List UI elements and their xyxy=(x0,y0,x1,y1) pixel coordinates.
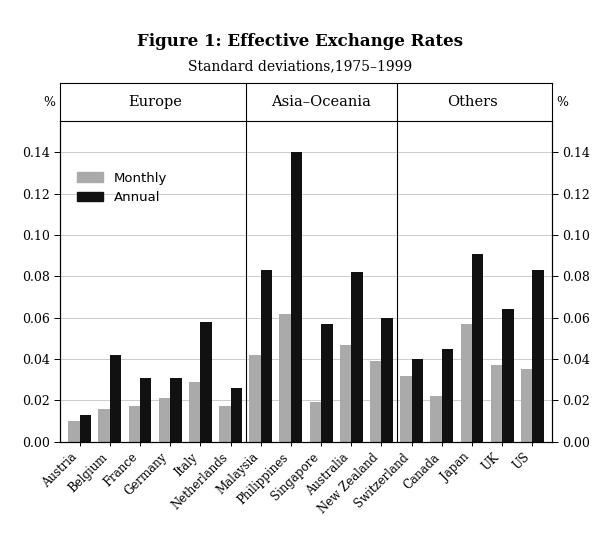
Bar xyxy=(442,349,453,442)
Bar xyxy=(400,375,412,442)
Bar xyxy=(340,344,351,442)
Bar xyxy=(189,381,200,442)
Text: Figure 1: Effective Exchange Rates: Figure 1: Effective Exchange Rates xyxy=(137,33,463,50)
Text: Standard deviations,1975–1999: Standard deviations,1975–1999 xyxy=(188,59,412,73)
Bar xyxy=(412,359,423,442)
Bar xyxy=(370,361,382,442)
Bar xyxy=(261,270,272,442)
Bar xyxy=(80,415,91,442)
Legend: Monthly, Annual: Monthly, Annual xyxy=(71,167,172,210)
Bar xyxy=(521,369,532,442)
Bar xyxy=(382,317,393,442)
Bar xyxy=(170,378,182,442)
Bar xyxy=(310,402,321,442)
Bar xyxy=(140,378,151,442)
Bar xyxy=(159,398,170,442)
Bar xyxy=(351,272,363,442)
Bar xyxy=(461,324,472,442)
Bar xyxy=(491,365,502,442)
Bar xyxy=(98,408,110,442)
Bar xyxy=(128,406,140,442)
Bar xyxy=(68,421,80,442)
Bar xyxy=(219,406,230,442)
Bar xyxy=(280,314,291,442)
Text: %: % xyxy=(43,95,55,109)
Text: Asia–Oceania: Asia–Oceania xyxy=(271,95,371,109)
Bar xyxy=(200,322,212,442)
Bar xyxy=(321,324,332,442)
Bar xyxy=(230,388,242,442)
Bar xyxy=(430,396,442,442)
Text: %: % xyxy=(557,95,569,109)
Text: Europe: Europe xyxy=(128,95,182,109)
Text: Others: Others xyxy=(446,95,497,109)
Bar xyxy=(502,310,514,442)
Bar xyxy=(532,270,544,442)
Bar xyxy=(249,355,261,442)
Bar xyxy=(472,253,484,442)
Bar xyxy=(291,152,302,442)
Bar xyxy=(110,355,121,442)
